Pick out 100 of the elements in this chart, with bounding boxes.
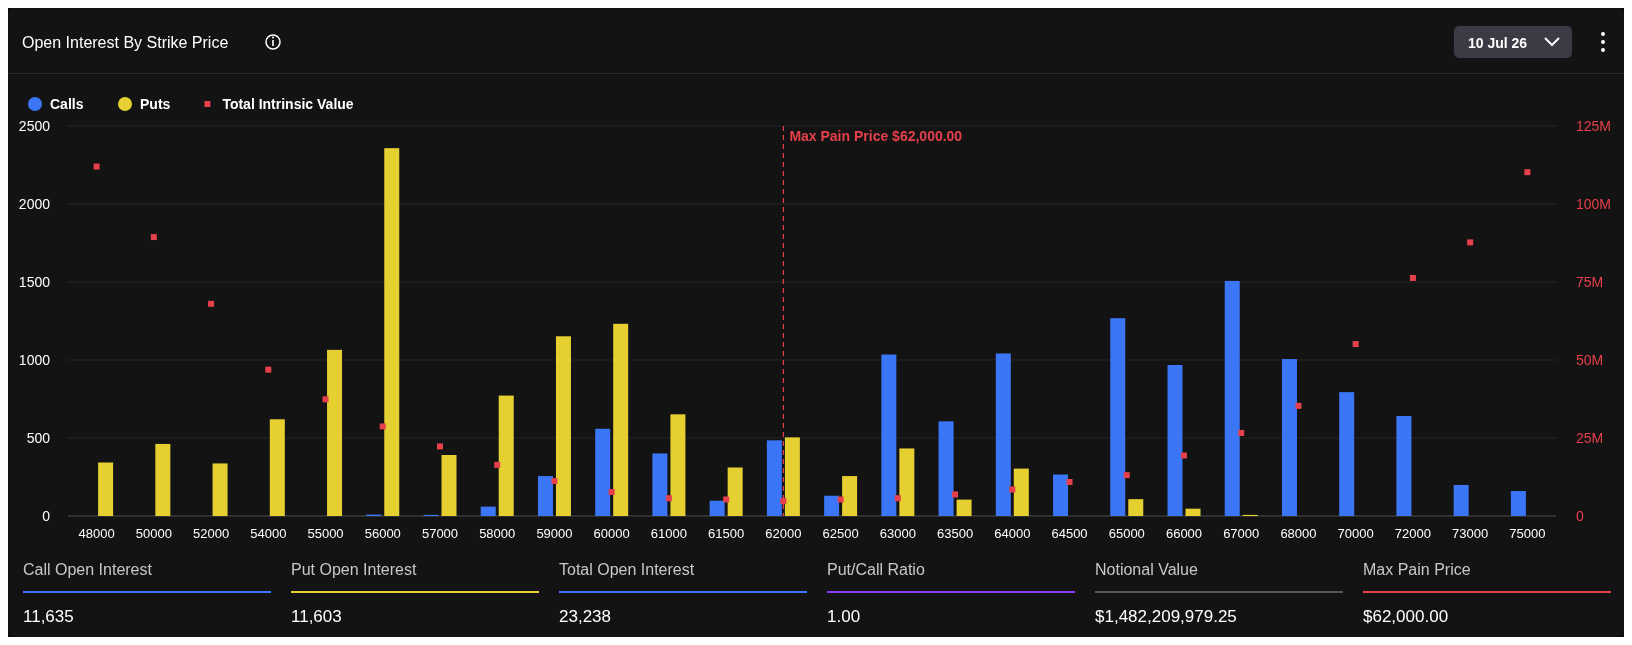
x-tick-label: 57000 [421,526,459,541]
point [322,396,329,403]
point [1467,239,1474,246]
bar [1281,359,1297,516]
y-tick-label: 1500 [18,274,51,290]
bar [1185,508,1201,516]
y-tick-label: 0 [42,508,51,524]
bar [1396,416,1412,516]
bar [555,336,571,516]
point [1352,341,1359,348]
point [1238,430,1245,437]
y-tick-label: 500 [26,430,51,446]
x-tick-label: 54000 [250,526,287,541]
ref-line-label: Max Pain Price $62,000.00 [789,128,963,144]
bar [956,499,972,516]
text: Max Pain Price [1363,561,1471,578]
x-tick-label: 64000 [994,526,1031,541]
bar [1224,280,1240,516]
bar [98,462,114,516]
x-tick-label: 66000 [1165,526,1203,541]
point [780,498,787,505]
text: $62,000.00 [1363,607,1449,626]
y2-tick-label: 125M [1576,118,1612,134]
x-tick-label: 64500 [1051,526,1088,541]
text: $1,482,209,979.25 [1095,607,1237,626]
bar [938,421,954,516]
bar [1110,318,1126,516]
y2-tick-label: 100M [1576,196,1612,212]
x-tick-label: 67000 [1223,526,1260,541]
bar [709,500,725,516]
y2-tick-label: 50M [1576,352,1604,368]
bar [613,323,629,516]
x-tick-label: 60000 [593,526,630,541]
text: Total Open Interest [559,561,695,578]
point [150,234,157,241]
x-tick-label: 63000 [879,526,916,541]
bar [1013,468,1029,516]
y2-tick-label: 0 [1576,508,1584,524]
text: 1.00 [827,607,861,626]
y2-tick-label: 25M [1576,430,1604,446]
bar [727,467,743,516]
bar [899,448,915,516]
bar [842,476,858,516]
bar [995,353,1011,516]
x-tick-label: 48000 [78,526,115,541]
x-tick-label: 72000 [1394,526,1431,541]
text: 11,635 [23,607,74,626]
bar [1453,484,1469,516]
legend-label: Total Intrinsic Value [222,96,354,112]
y2-tick-label: 75M [1576,274,1604,290]
bar [766,440,782,516]
bar [1053,474,1069,516]
bar [652,453,668,516]
x-tick-label: 62000 [765,526,802,541]
text: Notional Value [1095,561,1198,578]
bar [498,395,514,516]
x-tick-label: 59000 [536,526,573,541]
x-tick-label: 63500 [937,526,974,541]
x-tick-label: 61500 [708,526,745,541]
chart-title: Open Interest By Strike Price [22,34,229,51]
x-tick-label: 52000 [193,526,230,541]
point [208,300,215,307]
text: Put/Call Ratio [827,561,925,578]
x-tick-label: 55000 [307,526,344,541]
point [952,491,959,498]
bar [1128,499,1144,516]
bar [441,455,457,516]
point [379,423,386,430]
point [1409,274,1416,281]
x-tick-label: 75000 [1509,526,1546,541]
text: Call Open Interest [23,561,153,578]
point [437,443,443,450]
text: Put Open Interest [291,561,417,578]
x-tick-label: 73000 [1452,526,1489,541]
point [551,478,558,485]
point [265,366,272,373]
bar [595,428,611,516]
bar [480,506,496,516]
bar [1339,392,1355,516]
legend-label: Puts [140,96,171,112]
point [837,496,844,503]
bar [384,148,400,516]
x-tick-label: 50000 [135,526,172,541]
text: 11,603 [291,607,342,626]
x-tick-label: 58000 [479,526,516,541]
x-tick-label: 56000 [364,526,401,541]
bar [212,463,228,516]
point [1066,478,1073,485]
point [894,495,901,502]
point [93,163,100,170]
point [608,488,615,495]
bar [155,443,171,516]
y-tick-label: 2000 [18,196,51,212]
point [494,461,501,468]
legend-label: Calls [50,96,84,112]
y-tick-label: 2500 [18,118,51,134]
point [723,496,730,503]
bar [269,419,285,516]
point [1524,169,1531,176]
x-tick-label: 70000 [1337,526,1374,541]
